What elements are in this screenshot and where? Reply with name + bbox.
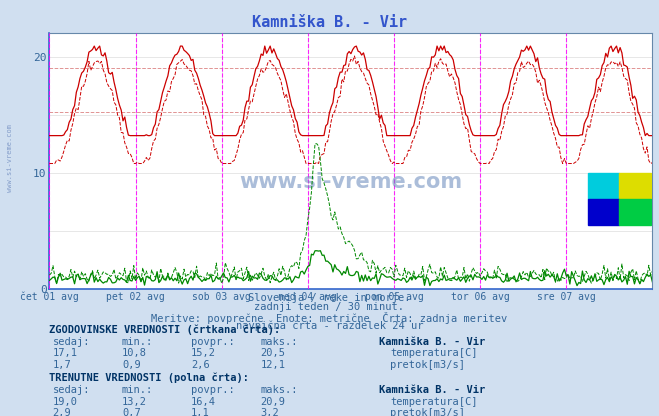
Text: 1,7: 1,7	[53, 360, 71, 370]
Text: maks.:: maks.:	[260, 337, 298, 347]
Text: 20,5: 20,5	[260, 348, 285, 358]
Bar	[619, 199, 650, 225]
Text: 16,4: 16,4	[191, 397, 216, 407]
Text: sedaj:: sedaj:	[53, 385, 90, 395]
Text: 1,1: 1,1	[191, 409, 210, 416]
Text: temperatura[C]: temperatura[C]	[390, 348, 478, 358]
Text: 15,2: 15,2	[191, 348, 216, 358]
Text: 2,9: 2,9	[53, 409, 71, 416]
Text: TRENUTNE VREDNOSTI (polna črta):: TRENUTNE VREDNOSTI (polna črta):	[49, 373, 249, 383]
Text: temperatura[C]: temperatura[C]	[390, 397, 478, 407]
Text: 19,0: 19,0	[53, 397, 78, 407]
Bar	[588, 173, 619, 199]
Text: www.si-vreme.com: www.si-vreme.com	[239, 172, 463, 192]
Text: Kamniška B. - Vir: Kamniška B. - Vir	[379, 337, 485, 347]
Text: 17,1: 17,1	[53, 348, 78, 358]
Text: povpr.:: povpr.:	[191, 337, 235, 347]
Text: 13,2: 13,2	[122, 397, 147, 407]
Text: pretok[m3/s]: pretok[m3/s]	[390, 360, 465, 370]
Bar	[619, 173, 650, 199]
Text: zadnji teden / 30 minut.: zadnji teden / 30 minut.	[254, 302, 405, 312]
Text: Kamniška B. - Vir: Kamniška B. - Vir	[379, 385, 485, 395]
Text: min.:: min.:	[122, 385, 153, 395]
Text: ZGODOVINSKE VREDNOSTI (črtkana črta):: ZGODOVINSKE VREDNOSTI (črtkana črta):	[49, 324, 281, 335]
Text: 0,7: 0,7	[122, 409, 140, 416]
Text: Slovenija / reke in morje.: Slovenija / reke in morje.	[248, 293, 411, 303]
Bar	[588, 199, 619, 225]
Text: 20,9: 20,9	[260, 397, 285, 407]
Text: maks.:: maks.:	[260, 385, 298, 395]
Text: Meritve: povprečne  Enote: metrične  Črta: zadnja meritev: Meritve: povprečne Enote: metrične Črta:…	[152, 312, 507, 324]
Text: navpična črta - razdelek 24 ur: navpična črta - razdelek 24 ur	[236, 321, 423, 331]
Text: 3,2: 3,2	[260, 409, 279, 416]
Text: 0,9: 0,9	[122, 360, 140, 370]
Text: Kamniška B. - Vir: Kamniška B. - Vir	[252, 15, 407, 30]
Text: 10,8: 10,8	[122, 348, 147, 358]
Text: 12,1: 12,1	[260, 360, 285, 370]
Text: www.si-vreme.com: www.si-vreme.com	[7, 124, 13, 192]
Text: 2,6: 2,6	[191, 360, 210, 370]
Text: sedaj:: sedaj:	[53, 337, 90, 347]
Text: min.:: min.:	[122, 337, 153, 347]
Text: pretok[m3/s]: pretok[m3/s]	[390, 409, 465, 416]
Text: povpr.:: povpr.:	[191, 385, 235, 395]
